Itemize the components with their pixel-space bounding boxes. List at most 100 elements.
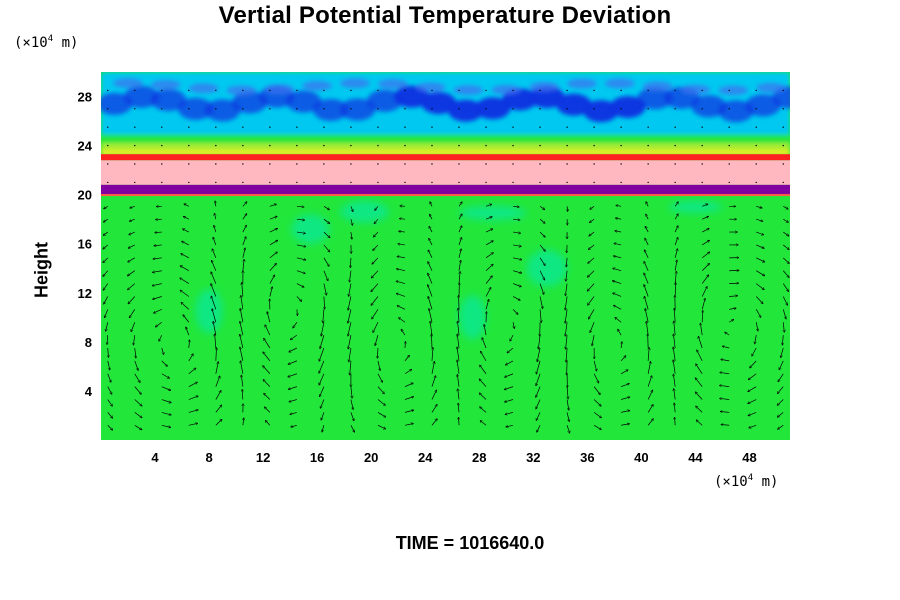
vector-arrow bbox=[374, 231, 379, 237]
vector-arrow bbox=[457, 347, 460, 361]
vector-dot bbox=[458, 144, 460, 147]
vector-dot bbox=[161, 181, 163, 184]
vector-arrow bbox=[404, 369, 412, 375]
vector-dot bbox=[269, 144, 271, 147]
vector-arrow bbox=[241, 375, 244, 387]
vector-dot bbox=[620, 181, 622, 184]
vector-arrow bbox=[429, 238, 433, 246]
vector-arrow bbox=[590, 206, 595, 209]
vector-dot bbox=[188, 163, 190, 165]
vector-arrow bbox=[377, 399, 385, 406]
vector-arrow bbox=[566, 399, 569, 411]
vector-arrow bbox=[720, 398, 730, 399]
vector-arrow bbox=[350, 257, 351, 268]
vector-arrow bbox=[107, 399, 113, 407]
vector-dot bbox=[188, 89, 190, 92]
vector-arrow bbox=[215, 201, 216, 207]
vector-dot bbox=[134, 163, 136, 165]
vector-arrow bbox=[674, 389, 676, 400]
vector-dot bbox=[350, 144, 352, 147]
vector-dot bbox=[161, 89, 163, 92]
vector-dot bbox=[593, 181, 595, 184]
vector-arrow bbox=[156, 321, 163, 327]
vector-dot bbox=[404, 89, 406, 92]
vector-arrow bbox=[398, 244, 406, 245]
vector-arrow bbox=[755, 296, 763, 303]
x-tick-label: 28 bbox=[472, 450, 486, 465]
vector-dot bbox=[647, 181, 649, 184]
vector-arrow bbox=[783, 257, 789, 264]
vector-arrow bbox=[647, 419, 653, 426]
x-unit-exponent: 4 bbox=[747, 473, 754, 483]
vector-dot bbox=[107, 144, 109, 147]
vector-arrow bbox=[485, 204, 492, 207]
vector-arrow bbox=[215, 419, 222, 426]
vector-arrow bbox=[646, 202, 649, 207]
vector-arrow bbox=[128, 244, 135, 248]
vector-arrow bbox=[432, 348, 433, 361]
vector-arrow bbox=[351, 219, 353, 225]
vector-arrow bbox=[536, 399, 541, 409]
x-tick-label: 36 bbox=[580, 450, 594, 465]
vector-arrow bbox=[778, 424, 784, 429]
vector-arrow bbox=[103, 244, 108, 249]
vector-arrow bbox=[240, 361, 244, 374]
vector-arrow bbox=[675, 417, 676, 426]
vector-dot bbox=[296, 126, 298, 128]
vector-arrow bbox=[134, 424, 142, 429]
vector-dot bbox=[242, 89, 244, 92]
vector-arrow bbox=[290, 412, 297, 414]
vector-arrow bbox=[349, 270, 352, 282]
yellow-band bbox=[101, 150, 790, 156]
vector-arrow bbox=[644, 250, 649, 258]
vector-arrow bbox=[215, 362, 218, 374]
vector-arrow bbox=[288, 360, 298, 364]
vector-dot bbox=[512, 89, 514, 92]
vector-dot bbox=[161, 108, 163, 110]
upper-green-band bbox=[101, 134, 790, 144]
vector-arrow bbox=[458, 249, 461, 258]
vector-arrow bbox=[750, 360, 757, 368]
vector-arrow bbox=[214, 225, 217, 233]
vector-dot bbox=[215, 144, 217, 147]
vector-arrow bbox=[240, 334, 244, 349]
vector-dot bbox=[215, 163, 217, 165]
vector-arrow bbox=[756, 257, 764, 262]
vector-dot bbox=[593, 126, 595, 128]
vector-arrow bbox=[593, 373, 599, 383]
vector-dot bbox=[782, 89, 784, 92]
vector-arrow bbox=[186, 327, 190, 336]
time-readout: TIME = 1016640.0 bbox=[395, 533, 545, 553]
vector-arrow bbox=[374, 218, 379, 223]
vector-arrow bbox=[675, 271, 676, 284]
cool-patch bbox=[291, 214, 330, 244]
vector-arrow bbox=[377, 360, 380, 371]
vector-arrow bbox=[404, 355, 409, 362]
vector-arrow bbox=[183, 216, 189, 220]
vector-dot bbox=[782, 108, 784, 110]
vector-arrow bbox=[783, 322, 784, 332]
vector-arrow bbox=[103, 283, 109, 291]
vector-dot bbox=[377, 108, 379, 110]
vector-arrow bbox=[479, 379, 487, 387]
cold-blob bbox=[232, 91, 268, 114]
red-line-band bbox=[101, 154, 790, 161]
vector-arrow bbox=[265, 407, 271, 413]
vector-arrow bbox=[296, 244, 306, 247]
cold-blobs bbox=[101, 78, 790, 123]
cold-blob bbox=[745, 94, 781, 117]
vector-arrow bbox=[323, 206, 329, 209]
vector-dot bbox=[593, 89, 595, 92]
vector-dot bbox=[269, 181, 271, 184]
vector-dot bbox=[728, 181, 730, 184]
vector-arrow bbox=[396, 281, 406, 284]
vector-arrow bbox=[481, 351, 487, 362]
vector-arrow bbox=[781, 347, 784, 358]
vector-arrow bbox=[485, 217, 492, 220]
vector-arrow bbox=[105, 309, 109, 317]
vector-arrow bbox=[211, 284, 217, 297]
vector-arrow bbox=[134, 386, 141, 395]
cool-patch bbox=[668, 200, 723, 214]
vector-arrow bbox=[613, 268, 622, 272]
vector-arrow bbox=[782, 309, 786, 319]
